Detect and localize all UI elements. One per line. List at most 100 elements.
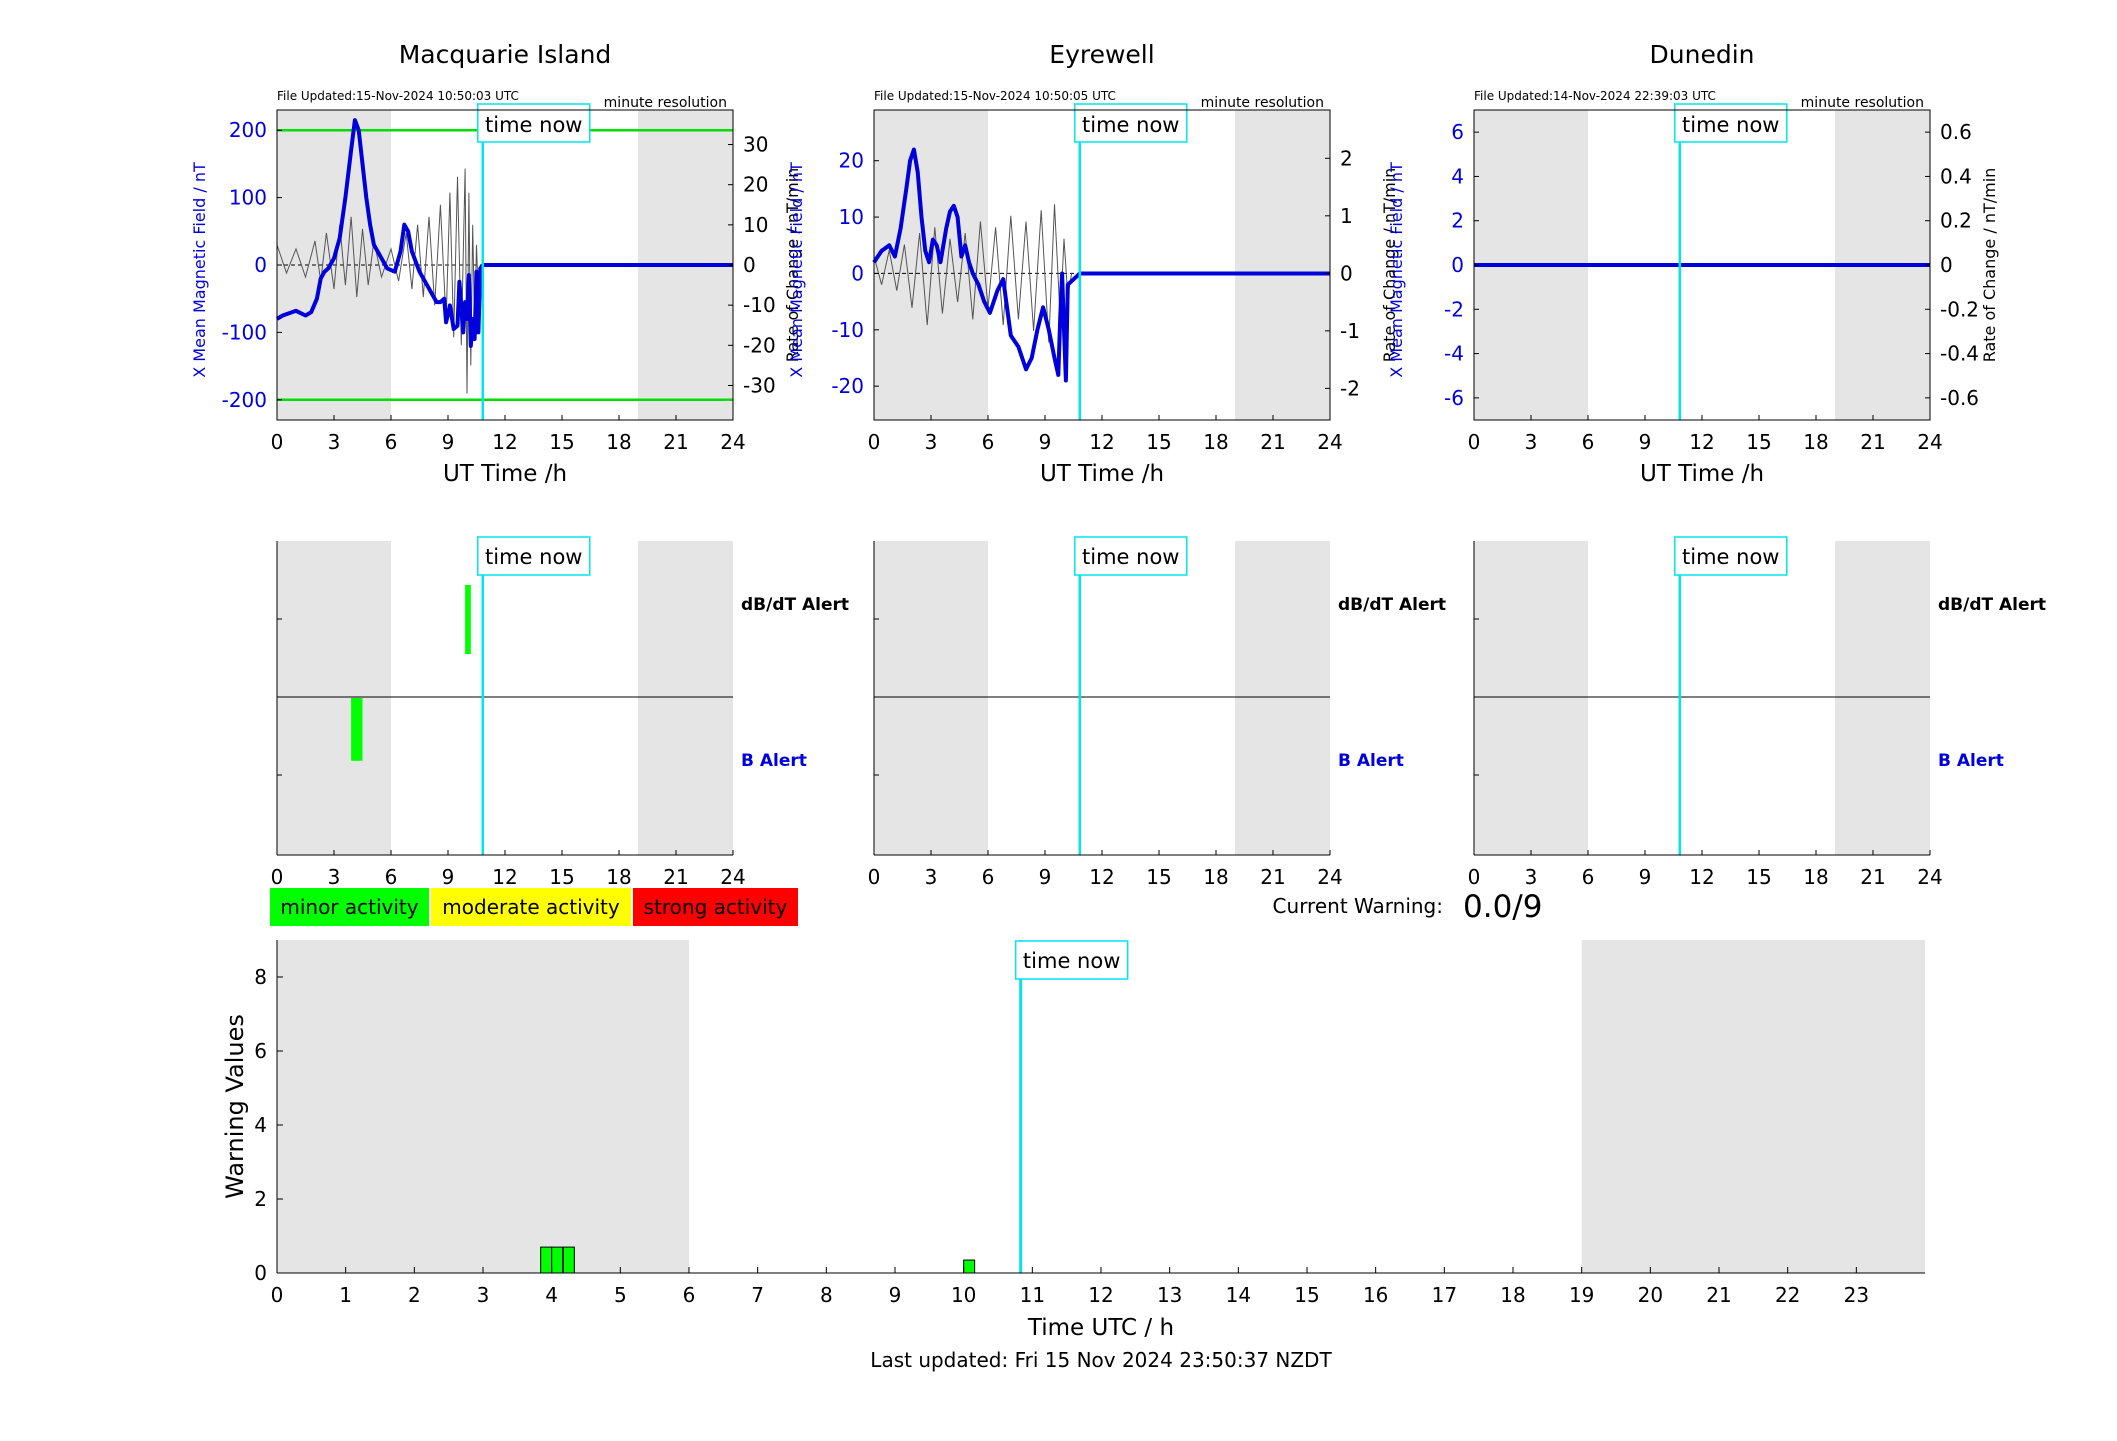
- b-tick-label: 0: [851, 261, 864, 285]
- rate-of-change-series: [873, 204, 1073, 343]
- x-tick-label: 3: [328, 865, 341, 889]
- night-shading: [277, 541, 391, 855]
- warning-x-tick-label: 2: [408, 1283, 421, 1307]
- warning-x-tick-label: 13: [1157, 1283, 1182, 1307]
- time-now-label: time now: [1682, 545, 1779, 569]
- x-tick-label: 9: [442, 865, 455, 889]
- b-tick-label: -200: [222, 388, 267, 412]
- x-tick-label: 21: [1860, 865, 1885, 889]
- file-updated-label: File Updated:15-Nov-2024 10:50:05 UTC: [874, 89, 1116, 103]
- x-tick-label: 21: [1860, 430, 1885, 454]
- x-tick-label: 3: [925, 430, 938, 454]
- night-shading: [638, 541, 733, 855]
- b-tick-label: 20: [839, 149, 864, 173]
- warning-y-tick-label: 4: [254, 1113, 267, 1137]
- warning-x-tick-label: 8: [820, 1283, 833, 1307]
- rate-tick-label: 0.6: [1940, 120, 1972, 144]
- x-tick-label: 6: [385, 865, 398, 889]
- warning-x-tick-label: 3: [477, 1283, 490, 1307]
- dbdt-alert-label: dB/dT Alert: [741, 595, 849, 615]
- warning-x-tick-label: 20: [1638, 1283, 1663, 1307]
- x-tick-label: 24: [720, 430, 745, 454]
- warning-x-tick-label: 15: [1294, 1283, 1319, 1307]
- x-tick-label: 0: [868, 865, 881, 889]
- warning-x-tick-label: 10: [951, 1283, 976, 1307]
- x-axis-label: UT Time /h: [443, 461, 567, 487]
- x-tick-label: 6: [982, 430, 995, 454]
- rate-tick-label: 0: [1940, 253, 1953, 277]
- b-axis-label: X Mean Magnetic Field / nT: [1387, 162, 1406, 378]
- dbdt-alert-label: dB/dT Alert: [1338, 595, 1446, 615]
- x-tick-label: 0: [271, 430, 284, 454]
- b-axis-label: X Mean Magnetic Field / nT: [787, 162, 806, 378]
- warning-x-tick-label: 7: [751, 1283, 764, 1307]
- x-tick-label: 12: [1089, 430, 1114, 454]
- night-shading: [277, 940, 689, 1273]
- x-tick-label: 18: [1803, 430, 1828, 454]
- b-tick-label: 100: [229, 186, 267, 210]
- x-tick-label: 9: [1039, 430, 1052, 454]
- x-tick-label: 21: [1260, 430, 1285, 454]
- warning-x-tick-label: 21: [1706, 1283, 1731, 1307]
- warning-bar-0: [540, 1246, 553, 1274]
- b-tick-label: 0: [1451, 253, 1464, 277]
- b-tick-label: 6: [1451, 120, 1464, 144]
- x-tick-label: 15: [1746, 865, 1771, 889]
- time-now-label: time now: [1023, 949, 1120, 973]
- rate-tick-label: 0.2: [1940, 209, 1972, 233]
- warning-x-tick-label: 1: [339, 1283, 352, 1307]
- warning-x-tick-label: 12: [1088, 1283, 1113, 1307]
- b-tick-label: 4: [1451, 164, 1464, 188]
- station-title: Dunedin: [1650, 40, 1755, 69]
- time-now-label: time now: [485, 545, 582, 569]
- b-tick-label: -6: [1444, 386, 1464, 410]
- b-alert-bar: [351, 698, 363, 761]
- rate-axis-label: Rate of Change / nT/min: [1380, 168, 1399, 363]
- x-tick-label: 21: [1260, 865, 1285, 889]
- legend-swatch-strong: [633, 888, 798, 926]
- alert-panel-0: time now dB/dT Alert B Alert 0 3 6 9 12 15 18 21 24: [271, 536, 849, 889]
- warning-x-tick-label: 5: [614, 1283, 627, 1307]
- time-now-box: [1074, 536, 1188, 576]
- x-tick-label: 21: [663, 865, 688, 889]
- station-title: Macquarie Island: [399, 40, 612, 69]
- rate-tick-label: -1: [1340, 319, 1360, 343]
- time-now-label: time now: [1682, 113, 1779, 137]
- dbdt-alert-label: dB/dT Alert: [1938, 595, 2046, 615]
- night-shading: [1235, 541, 1330, 855]
- warning-bar-1: [551, 1246, 564, 1274]
- x-tick-label: 12: [1689, 865, 1714, 889]
- rate-axis-label: Rate of Change / nT/min: [1980, 168, 1999, 363]
- rate-tick-label: 1: [1340, 204, 1353, 228]
- x-axis-label: UT Time /h: [1640, 461, 1764, 487]
- b-alert-label: B Alert: [741, 751, 807, 771]
- rate-tick-label: 0.4: [1940, 164, 1972, 188]
- warning-bar-3: [963, 1259, 976, 1274]
- time-now-box: [1014, 940, 1129, 980]
- warning-x-tick-label: 4: [545, 1283, 558, 1307]
- warning-x-tick-label: 14: [1226, 1283, 1251, 1307]
- legend-label-moderate: moderate activity: [442, 895, 620, 919]
- rate-axis-label: Rate of Change / nT/min: [783, 168, 802, 363]
- rate-tick-label: -0.2: [1940, 297, 1979, 321]
- x-tick-label: 12: [492, 430, 517, 454]
- x-tick-label: 12: [1689, 430, 1714, 454]
- x-tick-label: 0: [1468, 430, 1481, 454]
- x-tick-label: 3: [328, 430, 341, 454]
- warning-x-tick-label: 22: [1775, 1283, 1800, 1307]
- b-field-series: [872, 147, 1330, 383]
- time-now-label: time now: [1082, 545, 1179, 569]
- x-tick-label: 9: [1639, 430, 1652, 454]
- x-tick-label: 18: [1203, 430, 1228, 454]
- b-tick-label: 200: [229, 118, 267, 142]
- b-tick-label: -2: [1444, 297, 1464, 321]
- night-shading: [1235, 110, 1330, 420]
- warning-y-tick-label: 0: [254, 1261, 267, 1285]
- x-tick-label: 6: [982, 865, 995, 889]
- x-tick-label: 15: [1146, 865, 1171, 889]
- resolution-label: minute resolution: [1201, 95, 1324, 111]
- resolution-label: minute resolution: [1801, 95, 1924, 111]
- x-tick-label: 18: [1803, 865, 1828, 889]
- warning-x-tick-label: 11: [1020, 1283, 1045, 1307]
